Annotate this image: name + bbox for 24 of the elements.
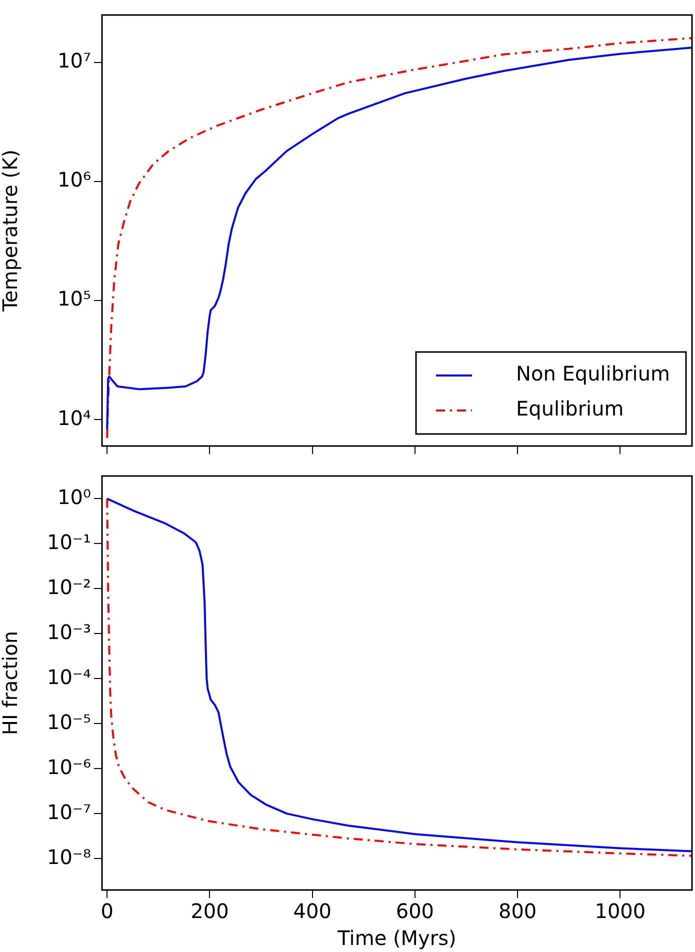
x-tick-label: 0 [100, 899, 114, 924]
y-tick-label: 10⁴ [58, 406, 91, 430]
y-tick-label: 10⁻⁸ [46, 844, 91, 869]
y-tick-label: 10⁻⁶ [46, 754, 91, 779]
x-tick-label: 1000 [594, 899, 646, 924]
y-tick-label: 10⁻⁵ [46, 710, 91, 734]
legend-label: Equlibrium [516, 396, 624, 421]
y-tick-label: 10⁻³ [46, 620, 91, 644]
y-tick-label: 10⁷ [58, 48, 91, 73]
y-axis-title: HI fraction [0, 630, 22, 736]
y-tick-label: 10⁻¹ [46, 530, 91, 554]
y-tick-label: 10⁶ [58, 168, 91, 192]
x-tick-label: 800 [498, 899, 537, 924]
y-tick-label: 10⁻² [46, 574, 91, 599]
x-tick-label: 400 [293, 899, 332, 924]
y-tick-label: 10⁻⁴ [46, 664, 91, 689]
y-axis-title: Temperature (K) [0, 150, 22, 312]
legend-label: Non Equlibrium [516, 362, 670, 386]
y-tick-label: 10⁰ [58, 484, 91, 509]
y-tick-label: 10⁻⁷ [46, 800, 91, 824]
x-tick-label: 600 [396, 899, 434, 924]
x-axis-title: Time (Myrs) [336, 926, 456, 950]
y-tick-label: 10⁵ [58, 286, 91, 311]
x-tick-label: 200 [190, 899, 229, 924]
